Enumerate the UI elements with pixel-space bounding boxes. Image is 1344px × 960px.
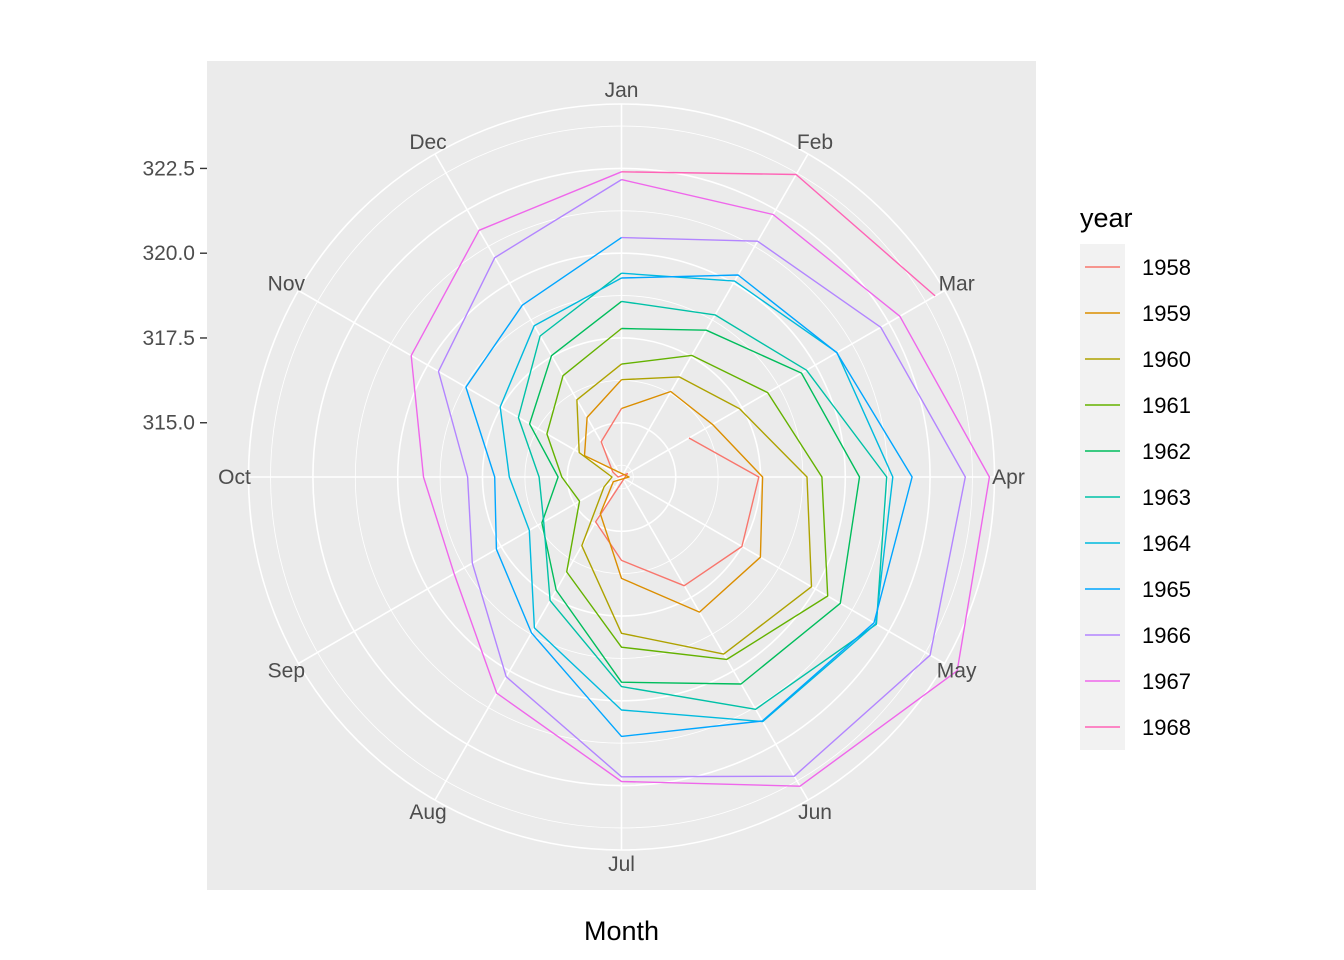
- legend-label: 1968: [1142, 715, 1191, 740]
- legend-item-1968: 1968: [1080, 704, 1191, 750]
- legend-label: 1964: [1142, 531, 1191, 556]
- radial-tick-label: 322.5: [142, 157, 195, 180]
- legend-label: 1963: [1142, 485, 1191, 510]
- series-line-1965: [465, 237, 913, 738]
- series-line-1967: [410, 171, 991, 787]
- legend-item-1958: 1958: [1080, 244, 1191, 290]
- legend-label: 1967: [1142, 669, 1191, 694]
- month-label: Feb: [797, 131, 833, 154]
- month-spoke: [434, 153, 623, 478]
- legend-label: 1960: [1142, 347, 1191, 372]
- legend-item-1960: 1960: [1080, 336, 1191, 382]
- month-spoke: [620, 476, 809, 801]
- legend-label: 1959: [1142, 301, 1191, 326]
- month-labels: Jan Feb Mar Apr May Jun Jul Aug Sep Oct Nov Dec: [218, 79, 1025, 876]
- legend-item-1962: 1962: [1080, 428, 1191, 474]
- legend-item-1966: 1966: [1080, 612, 1191, 658]
- series-line-1962: [528, 300, 861, 685]
- month-spoke: [621, 289, 945, 478]
- series-line-1968: [621, 171, 936, 297]
- legend-title: year: [1080, 203, 1133, 233]
- month-spoke: [621, 476, 945, 665]
- month-label: Aug: [409, 801, 446, 824]
- month-label: May: [937, 660, 977, 683]
- legend-item-1964: 1964: [1080, 520, 1191, 566]
- month-label: Jun: [798, 801, 832, 824]
- month-label: Apr: [992, 466, 1025, 489]
- radial-tick-label: 320.0: [142, 242, 195, 265]
- month-label: Mar: [939, 273, 975, 296]
- month-spoke: [298, 476, 622, 665]
- legend-label: 1966: [1142, 623, 1191, 648]
- radial-tick-label: 315.0: [142, 412, 195, 435]
- month-label: Dec: [409, 131, 446, 154]
- series-lines: [410, 171, 991, 787]
- x-axis-title: Month: [584, 916, 659, 946]
- radial-tick-label: 317.5: [142, 327, 195, 350]
- legend-label: 1962: [1142, 439, 1191, 464]
- legend-label: 1965: [1142, 577, 1191, 602]
- legend: year 1958 1959 1960 1961 1962 1963 1964 1965 196…: [1080, 203, 1191, 750]
- month-label: Oct: [218, 466, 251, 489]
- month-label: Nov: [268, 273, 306, 296]
- month-spoke: [298, 289, 622, 478]
- month-label: Jul: [608, 853, 635, 876]
- legend-item-1959: 1959: [1080, 290, 1191, 336]
- month-label: Jan: [605, 79, 639, 102]
- series-line-1959: [583, 379, 764, 613]
- legend-item-1965: 1965: [1080, 566, 1191, 612]
- series-line-1961: [546, 327, 829, 661]
- series-line-1963: [517, 272, 888, 710]
- legend-item-1967: 1967: [1080, 658, 1191, 704]
- series-line-1958: [594, 408, 760, 587]
- legend-label: 1958: [1142, 255, 1191, 280]
- month-spokes: [248, 104, 995, 850]
- month-spoke: [434, 476, 623, 801]
- legend-item-1961: 1961: [1080, 382, 1191, 428]
- legend-label: 1961: [1142, 393, 1191, 418]
- series-line-1960: [576, 363, 813, 655]
- legend-item-1963: 1963: [1080, 474, 1191, 520]
- month-label: Sep: [268, 660, 305, 683]
- series-line-1966: [437, 179, 966, 778]
- radial-axis: 315.0 317.5 320.0 322.5: [142, 157, 207, 435]
